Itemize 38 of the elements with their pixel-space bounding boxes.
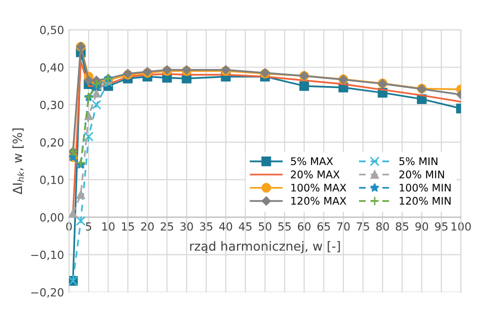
y-tick-label: −0,20 [31,288,64,298]
legend-label: 20% MIN [399,170,444,178]
x-tick-label: 65 [317,222,330,231]
legend-label: 120% MAX [291,196,346,205]
x-tick-label: 35 [200,222,212,231]
y-tick-label: −0,10 [31,250,64,260]
x-tick-label: 60 [298,222,311,231]
y-tick-label: 0,30 [40,100,64,110]
y-tick-label: 0,10 [40,176,64,186]
x-tick-label: 50 [258,222,272,231]
x-tick-label: 30 [180,222,193,231]
x-tick-label: 40 [219,222,232,231]
y-tick-label: 0,00 [40,213,64,223]
x-tick-label: 80 [376,222,389,231]
legend-label: 120% MIN [400,196,451,205]
legend-label: 5% MAX [291,157,333,166]
x-tick-label: 100 [452,222,471,231]
x-tick-label: 25 [160,222,174,231]
x-tick-label: 90 [415,222,428,231]
x-tick-label: 55 [278,222,291,231]
x-tick-label: 20 [141,222,154,231]
legend-label: 20% MAX [290,170,340,178]
y-axis-title: ΔI$_{hk}$, w [%] [12,128,24,194]
legend-label: 5% MIN [399,157,438,166]
x-tick-label: 75 [356,222,370,231]
y-tick-label: 0,20 [40,138,64,148]
y-tick-label: 0,50 [40,26,64,36]
x-tick-label: 5 [86,222,92,231]
x-tick-label: 10 [102,222,115,231]
y-tick-label: 0,40 [40,63,64,73]
x-axis-title: rząd harmonicznej, w [-] [190,241,340,254]
x-tick-label: 70 [337,222,350,231]
legend-label: 100% MAX [291,184,346,192]
x-tick-label: 15 [122,222,134,231]
x-tick-label: 85 [396,222,408,231]
legend-label: 100% MIN [400,184,451,192]
x-tick-label: 95 [434,222,448,231]
x-tick-label: 45 [238,222,252,231]
